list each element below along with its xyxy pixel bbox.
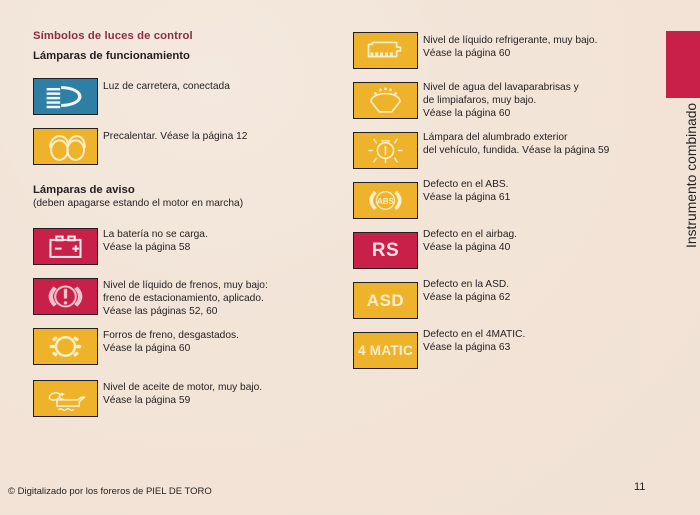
svg-text:ABS: ABS — [377, 197, 394, 206]
